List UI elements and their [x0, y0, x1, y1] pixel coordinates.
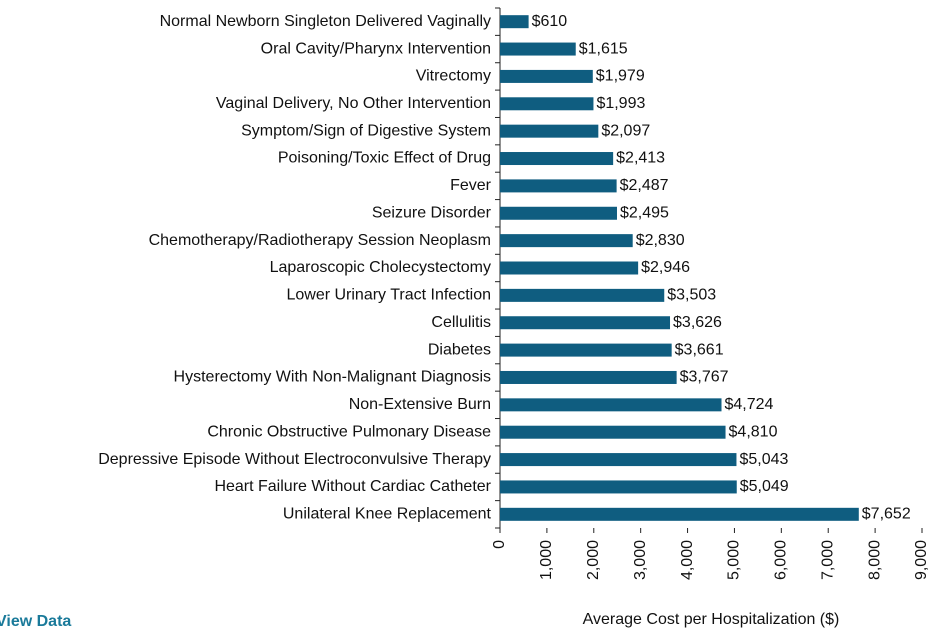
bar: [500, 42, 576, 56]
bar: [500, 261, 639, 275]
x-tick-label: 8,000: [866, 540, 883, 580]
bar: [500, 288, 665, 302]
bar: [500, 69, 593, 83]
value-label: $7,652: [862, 506, 911, 523]
value-label: $2,097: [601, 122, 650, 139]
bar: [500, 15, 529, 29]
y-tick-label: Normal Newborn Singleton Delivered Vagin…: [160, 13, 491, 30]
y-tick-label: Poisoning/Toxic Effect of Drug: [278, 150, 491, 167]
bar: [500, 370, 677, 384]
y-tick-label: Hysterectomy With Non-Malignant Diagnosi…: [174, 369, 491, 386]
y-tick-label: Cellulitis: [431, 314, 491, 331]
value-label: $2,487: [620, 177, 669, 194]
x-tick-label: 3,000: [632, 540, 649, 580]
x-tick-label: 0: [491, 540, 508, 549]
y-tick-label: Seizure Disorder: [372, 204, 492, 221]
bar: [500, 124, 599, 138]
y-tick-label: Diabetes: [428, 341, 491, 358]
x-tick-label: 1,000: [538, 540, 555, 580]
y-tick-label: Non-Extensive Burn: [349, 396, 491, 413]
y-tick-label: Depressive Episode Without Electroconvul…: [98, 451, 491, 468]
bar: [500, 507, 859, 521]
x-tick-label: 2,000: [585, 540, 602, 580]
y-tick-label: Unilateral Knee Replacement: [283, 506, 492, 523]
x-tick-label: 7,000: [819, 540, 836, 580]
value-label: $1,993: [596, 95, 645, 112]
value-label: $2,946: [641, 259, 690, 276]
x-tick-label: 6,000: [773, 540, 790, 580]
y-tick-label: Symptom/Sign of Digestive System: [241, 122, 491, 139]
y-tick-label: Laparoscopic Cholecystectomy: [270, 259, 491, 276]
y-tick-label: Fever: [450, 177, 492, 194]
y-tick-label: Vitrectomy: [416, 68, 491, 85]
value-label: $2,830: [636, 232, 685, 249]
x-tick-label: 9,000: [913, 540, 930, 580]
bar: [500, 206, 617, 220]
value-label: $1,979: [596, 68, 645, 85]
bar: [500, 398, 722, 412]
bar: [500, 97, 594, 111]
x-axis-title: Average Cost per Hospitalization ($): [583, 611, 840, 628]
bar: [500, 453, 737, 467]
value-label: $3,767: [680, 369, 729, 386]
y-tick-label: Chemotherapy/Radiotherapy Session Neopla…: [149, 232, 491, 249]
value-label: $3,503: [667, 287, 716, 304]
value-label: $2,413: [616, 150, 665, 167]
value-label: $610: [532, 13, 568, 30]
bar: [500, 316, 671, 330]
bar: [500, 152, 614, 166]
y-tick-label: Heart Failure Without Cardiac Catheter: [214, 478, 491, 495]
bar: [500, 234, 633, 248]
bar: [500, 343, 672, 357]
value-label: $5,043: [739, 451, 788, 468]
bar: [500, 425, 726, 439]
value-label: $4,810: [729, 423, 778, 440]
y-tick-label: Lower Urinary Tract Infection: [286, 287, 491, 304]
value-label: $3,626: [673, 314, 722, 331]
bar: [500, 480, 737, 494]
value-label: $5,049: [740, 478, 789, 495]
y-tick-label: Oral Cavity/Pharynx Intervention: [261, 40, 491, 57]
value-label: $2,495: [620, 204, 669, 221]
view-data-link[interactable]: View Data: [0, 613, 71, 630]
bar: [500, 179, 617, 193]
y-tick-label: Vaginal Delivery, No Other Intervention: [216, 95, 491, 112]
value-label: $4,724: [725, 396, 774, 413]
y-tick-label: Chronic Obstructive Pulmonary Disease: [207, 423, 491, 440]
value-label: $3,661: [675, 341, 724, 358]
x-tick-label: 5,000: [726, 540, 743, 580]
value-label: $1,615: [579, 40, 628, 57]
x-tick-label: 4,000: [679, 540, 696, 580]
